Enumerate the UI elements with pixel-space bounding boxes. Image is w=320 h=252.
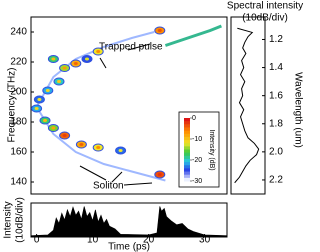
wavelength-tick-label: 2.0	[269, 146, 283, 157]
arrow	[99, 57, 107, 69]
trail	[35, 31, 155, 108]
wavelength-tick-label: 1.2	[269, 34, 283, 45]
figure: Frequency (THz) Spectral intensity (10dB…	[3, 1, 304, 252]
colorbar-cell	[184, 140, 190, 144]
x-tick-label: 20	[143, 235, 155, 246]
colorbar-tick-label: 0	[192, 115, 196, 122]
colorbar-cell	[184, 165, 190, 169]
wavelength-tick-label: 2.2	[269, 175, 283, 186]
y-tick-label: 240	[10, 27, 27, 38]
spectrogram-core	[73, 62, 78, 65]
spectrogram-core	[118, 149, 123, 152]
colorbar-cell	[184, 133, 190, 138]
x-tick-label: 30	[199, 235, 211, 246]
colorbar-tick-label: -30	[192, 178, 202, 185]
colorbar-cell	[184, 152, 190, 157]
main-frame	[30, 16, 228, 195]
wavelength-tick-label: 1.4	[269, 62, 283, 73]
annotation: Trapped pulse	[99, 42, 163, 53]
colorbar-cell	[184, 127, 190, 132]
colorbar-label: Intensity (dB)	[208, 129, 215, 170]
colorbar-cell	[184, 149, 190, 154]
spectrogram-core	[45, 89, 50, 92]
spectrogram-core	[96, 146, 101, 149]
colorbar-cell	[184, 162, 190, 166]
y-tick-label: 160	[10, 147, 27, 158]
colorbar-tick-label: -10	[192, 136, 202, 143]
spectrogram-core	[51, 57, 56, 61]
spectrogram-core	[157, 173, 162, 176]
x-axis-label: Time (ps)	[108, 242, 150, 252]
spectrogram-core	[34, 107, 39, 110]
spectrogram-core	[79, 143, 84, 146]
y-tick-label: 200	[10, 87, 27, 98]
colorbar-cell	[184, 124, 190, 128]
arrow	[123, 182, 153, 186]
trail	[35, 106, 166, 182]
intensity-trace	[30, 206, 228, 238]
trace-y-label-2: (10dB/div)	[15, 197, 26, 243]
spectrogram-core	[62, 134, 67, 137]
colorbar-cell	[184, 130, 190, 135]
colorbar-cell	[184, 146, 190, 150]
colorbar-cell	[184, 168, 190, 173]
y-tick-label: 140	[10, 177, 27, 188]
spectrogram-core	[57, 80, 61, 83]
spectrogram-core	[96, 50, 101, 53]
trail	[164, 24, 222, 47]
colorbar-cell	[184, 118, 190, 122]
wavelength-tick-label: 1.6	[269, 90, 283, 101]
arrow	[111, 171, 123, 183]
arrow	[127, 43, 151, 51]
colorbar-cell	[184, 174, 190, 179]
arrow	[79, 165, 107, 181]
spectrogram-core	[43, 119, 47, 122]
colorbar-tick-label: -20	[192, 157, 202, 164]
y-tick-label: 180	[10, 117, 27, 128]
spectrum-frame	[230, 16, 266, 195]
spectrum-title: Spectral intensity	[227, 1, 303, 12]
spectrogram-core	[62, 66, 67, 70]
colorbar-cell	[184, 177, 190, 182]
annotation: Soliton	[93, 181, 124, 192]
colorbar-cell	[184, 136, 190, 141]
y-tick-label: 220	[10, 57, 27, 68]
spectrogram-core	[37, 98, 42, 101]
spectrum-subtitle: (10dB/div)	[242, 13, 288, 24]
wavelength-label: Wavelength (um)	[292, 72, 303, 148]
wavelength-tick-label: 1.8	[269, 118, 283, 129]
spectrum-line	[234, 27, 260, 184]
x-tick-label: 10	[87, 235, 99, 246]
spectrogram-core	[51, 126, 56, 130]
colorbar-cell	[184, 171, 190, 176]
y-axis-label: Frequency (THz)	[7, 67, 18, 142]
colorbar-cell	[184, 143, 190, 147]
colorbar-cell	[184, 121, 190, 125]
x-tick-label: 0	[34, 235, 40, 246]
spectrogram-core	[157, 29, 162, 32]
spectrogram-core	[85, 57, 89, 61]
colorbar-cell	[184, 158, 190, 163]
colorbar-cell	[184, 155, 190, 160]
trace-y-label: Intensity	[3, 201, 14, 238]
